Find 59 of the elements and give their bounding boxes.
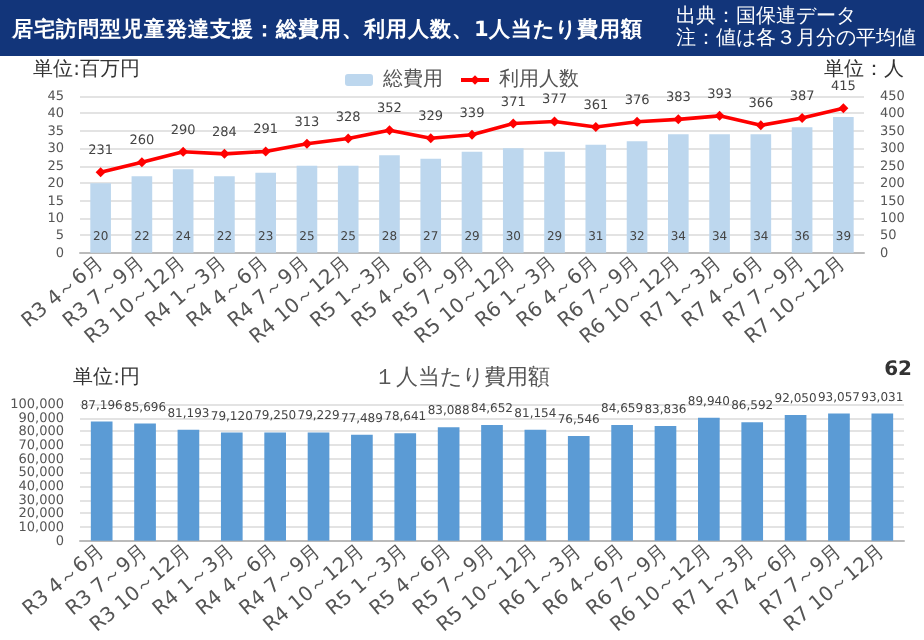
bar bbox=[611, 425, 633, 541]
bar bbox=[255, 172, 276, 253]
point bbox=[425, 133, 436, 144]
point bbox=[95, 167, 106, 178]
bar bbox=[90, 183, 111, 253]
text: 62 bbox=[884, 359, 913, 381]
point bbox=[797, 112, 808, 123]
bar bbox=[379, 155, 400, 253]
bar bbox=[461, 151, 483, 253]
bar bbox=[90, 421, 113, 541]
bar bbox=[131, 176, 153, 253]
bar bbox=[741, 422, 764, 541]
bar bbox=[709, 134, 730, 253]
bar bbox=[871, 413, 894, 541]
bar bbox=[177, 429, 200, 541]
bar bbox=[654, 426, 677, 541]
legend-label: 利用人数 bbox=[499, 67, 579, 91]
bar bbox=[214, 176, 235, 253]
bar bbox=[437, 427, 460, 541]
chart-title: １人当たり費用額 bbox=[374, 364, 550, 390]
bar bbox=[668, 134, 689, 253]
legend-label: 総費用 bbox=[381, 67, 443, 91]
chart-title: 居宅訪問型児童発達支援：総費用、利用人数、1人当たり費用額 bbox=[12, 16, 643, 44]
bar bbox=[784, 414, 807, 541]
bar bbox=[264, 432, 286, 541]
bar bbox=[502, 148, 524, 253]
bar bbox=[567, 436, 590, 541]
bar bbox=[833, 116, 854, 253]
point bbox=[136, 157, 147, 168]
point bbox=[301, 138, 312, 149]
bar bbox=[296, 165, 318, 253]
y-axis-title: 単位:円 bbox=[73, 365, 140, 389]
bar bbox=[337, 165, 359, 253]
bar bbox=[220, 432, 243, 541]
bar bbox=[134, 423, 156, 541]
bar bbox=[585, 144, 607, 253]
bar bbox=[420, 158, 442, 253]
bar bbox=[524, 429, 547, 541]
source-note: 出典：国保連データ bbox=[676, 6, 858, 28]
y-axis-title: 単位:百万円 bbox=[33, 57, 140, 81]
bar bbox=[791, 127, 813, 253]
point bbox=[467, 129, 477, 140]
bar bbox=[626, 141, 648, 253]
bar bbox=[481, 425, 503, 541]
y2-axis-title: 単位：人 bbox=[824, 57, 904, 81]
point bbox=[384, 125, 395, 136]
bar bbox=[351, 434, 373, 541]
bar bbox=[172, 169, 194, 253]
point bbox=[838, 103, 849, 114]
text: 注：値は各３月分の平均値 bbox=[676, 28, 916, 50]
bar bbox=[828, 413, 850, 541]
bar bbox=[750, 134, 772, 253]
point bbox=[755, 120, 766, 131]
bar bbox=[698, 417, 720, 541]
point bbox=[714, 110, 725, 121]
bar bbox=[544, 151, 565, 253]
point bbox=[343, 133, 354, 144]
bar bbox=[394, 433, 417, 541]
bar bbox=[307, 432, 330, 541]
